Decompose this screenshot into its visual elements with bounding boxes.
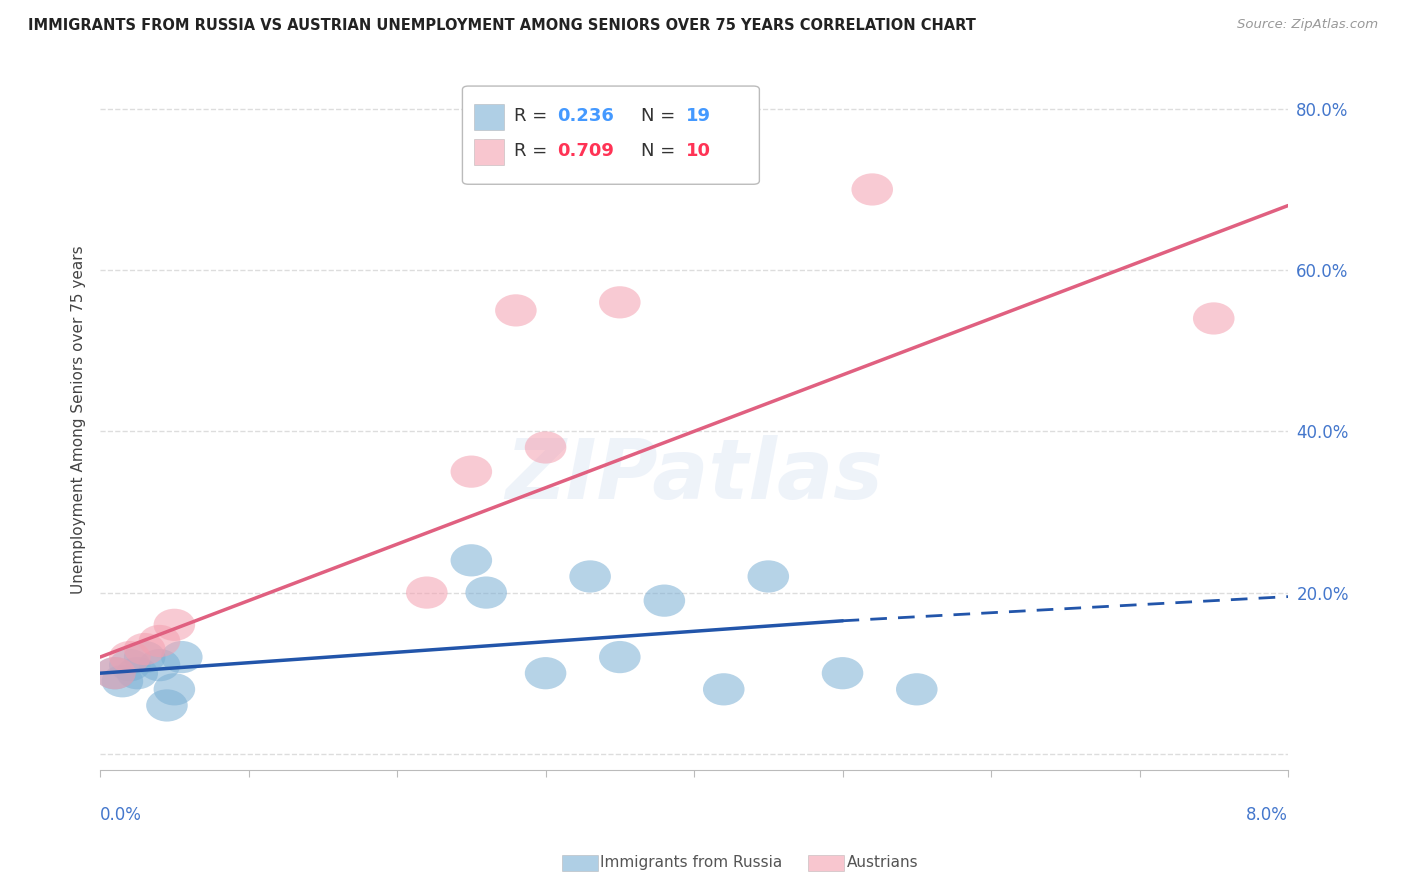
Ellipse shape (524, 657, 567, 690)
Ellipse shape (644, 584, 685, 616)
Text: Source: ZipAtlas.com: Source: ZipAtlas.com (1237, 18, 1378, 31)
Ellipse shape (110, 649, 150, 681)
Ellipse shape (139, 624, 180, 657)
Ellipse shape (117, 657, 157, 690)
Ellipse shape (101, 665, 143, 698)
Text: R =: R = (513, 107, 553, 125)
Text: 8.0%: 8.0% (1246, 806, 1288, 824)
Text: R =: R = (513, 142, 553, 161)
Ellipse shape (465, 576, 508, 608)
Ellipse shape (569, 560, 612, 592)
Ellipse shape (153, 608, 195, 641)
FancyBboxPatch shape (474, 138, 503, 165)
Ellipse shape (748, 560, 789, 592)
Ellipse shape (406, 576, 447, 608)
Ellipse shape (162, 641, 202, 673)
Text: Austrians: Austrians (846, 855, 918, 871)
Ellipse shape (153, 673, 195, 706)
Ellipse shape (599, 641, 641, 673)
Ellipse shape (703, 673, 745, 706)
Text: IMMIGRANTS FROM RUSSIA VS AUSTRIAN UNEMPLOYMENT AMONG SENIORS OVER 75 YEARS CORR: IMMIGRANTS FROM RUSSIA VS AUSTRIAN UNEMP… (28, 18, 976, 33)
Ellipse shape (852, 173, 893, 205)
Text: 0.236: 0.236 (557, 107, 614, 125)
FancyBboxPatch shape (463, 86, 759, 185)
Ellipse shape (524, 432, 567, 464)
Ellipse shape (599, 286, 641, 318)
Ellipse shape (450, 456, 492, 488)
Ellipse shape (94, 657, 136, 690)
Text: 19: 19 (686, 107, 711, 125)
Text: ZIPatlas: ZIPatlas (505, 435, 883, 516)
Ellipse shape (495, 294, 537, 326)
FancyBboxPatch shape (474, 103, 503, 130)
Text: N =: N = (641, 142, 681, 161)
Ellipse shape (110, 641, 150, 673)
Text: Immigrants from Russia: Immigrants from Russia (600, 855, 783, 871)
Text: 0.0%: 0.0% (100, 806, 142, 824)
Text: N =: N = (641, 107, 681, 125)
Ellipse shape (94, 657, 136, 690)
Y-axis label: Unemployment Among Seniors over 75 years: Unemployment Among Seniors over 75 years (72, 245, 86, 593)
Ellipse shape (450, 544, 492, 576)
Ellipse shape (146, 690, 188, 722)
Text: 10: 10 (686, 142, 711, 161)
Ellipse shape (124, 641, 166, 673)
Ellipse shape (124, 633, 166, 665)
Ellipse shape (896, 673, 938, 706)
Text: 0.709: 0.709 (557, 142, 614, 161)
Ellipse shape (1192, 302, 1234, 334)
Ellipse shape (821, 657, 863, 690)
Ellipse shape (139, 649, 180, 681)
